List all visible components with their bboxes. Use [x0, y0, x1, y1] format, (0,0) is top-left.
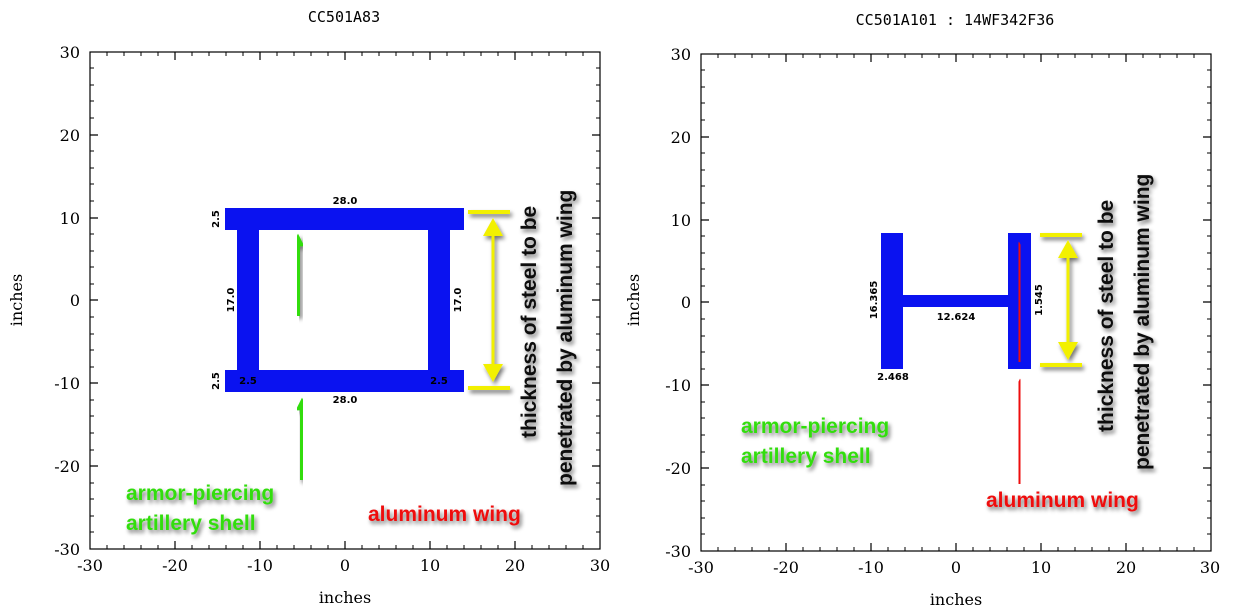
y-tick-label: -10	[665, 376, 691, 395]
y-tick-label: 20	[671, 128, 691, 147]
y-tick-label: 0	[70, 291, 80, 310]
shell-label-line1: armor-piercing	[741, 415, 889, 438]
thickness-arrowhead-up	[1058, 240, 1078, 258]
x-tick-label: 10	[1031, 558, 1051, 577]
thickness-label-line2: penetrated by aluminum wing	[1131, 174, 1154, 470]
left-flange	[881, 233, 903, 369]
web	[903, 295, 1008, 307]
y-axis-label: inches	[624, 274, 643, 326]
y-tick-label: -30	[54, 540, 80, 559]
top-flange	[225, 208, 464, 230]
x-tick-label: 20	[1116, 558, 1136, 577]
x-tick-label: 20	[505, 556, 525, 575]
dim-top-width: 28.0	[333, 196, 358, 207]
y-tick-label: 30	[60, 43, 80, 62]
dim-bottom-width: 28.0	[333, 395, 358, 406]
dim-right-web: 2.5	[430, 376, 448, 387]
shell-label-line2: artillery shell	[126, 512, 256, 535]
dim-flange-thickness: 2.468	[877, 372, 909, 383]
x-tick-label: 0	[340, 556, 350, 575]
dim-bottom-flange: 2.5	[211, 372, 222, 390]
dim-right-height: 17.0	[453, 288, 464, 313]
y-tick-label: 0	[681, 293, 691, 312]
thickness-label-line1: thickness of steel to be	[1095, 200, 1118, 432]
minor-ticks-right	[701, 54, 1211, 551]
thickness-label-line2: penetrated by aluminum wing	[554, 190, 577, 486]
dim-web-thickness: 1.545	[1034, 284, 1045, 316]
y-tick-label: -30	[665, 542, 691, 561]
x-tick-label: -10	[858, 558, 884, 577]
box-section	[225, 208, 464, 392]
y-tick-label: 10	[60, 209, 80, 228]
y-tick-label: -20	[665, 459, 691, 478]
y-tick-label: 20	[60, 126, 80, 145]
bottom-flange	[225, 370, 464, 392]
x-tick-label: 10	[420, 556, 440, 575]
thickness-arrowhead-down	[483, 364, 503, 382]
y-tick-label: 10	[671, 211, 691, 230]
major-ticks-left	[90, 52, 600, 549]
x-axis-label: inches	[319, 588, 371, 607]
dim-left-web: 2.5	[239, 376, 257, 387]
x-tick-label: -20	[162, 556, 188, 575]
y-tick-label: -10	[54, 374, 80, 393]
left-web	[237, 208, 259, 392]
x-axis-label: inches	[930, 590, 982, 609]
thickness-arrowhead-down	[1058, 342, 1078, 360]
y-axis-label: inches	[7, 274, 26, 326]
minor-ticks-left	[90, 52, 600, 549]
x-tick-label: -30	[688, 558, 714, 577]
thickness-arrowhead-up	[483, 218, 503, 236]
wing-arrows-right	[1012, 241, 1027, 484]
wing-label: aluminum wing	[986, 489, 1139, 512]
shell-label-line1: armor-piercing	[126, 482, 274, 505]
dim-top-flange: 2.5	[211, 210, 222, 228]
y-tick-label: 30	[671, 45, 691, 64]
shell-arrows-left	[291, 233, 309, 480]
panel-right-title: CC501A101 : 14WF342F36	[856, 11, 1055, 29]
x-tick-label: 30	[590, 556, 610, 575]
x-tick-label: 0	[951, 558, 961, 577]
panel-left: CC501A83 -30 -20 -10 0 10 20 30 30 20 10…	[7, 8, 610, 607]
panel-right: CC501A101 : 14WF342F36 -30 -20 -10 0 10 …	[624, 11, 1220, 609]
dim-left-height: 17.0	[226, 288, 237, 313]
wide-flange-section	[881, 233, 1031, 369]
thickness-indicator-right	[1040, 233, 1082, 367]
thickness-label-line1: thickness of steel to be	[518, 206, 541, 438]
major-ticks-right	[701, 54, 1211, 551]
wing-label: aluminum wing	[368, 503, 521, 526]
shell-label-line2: artillery shell	[741, 445, 871, 468]
thickness-indicator-left	[468, 210, 510, 390]
x-tick-label: -10	[247, 556, 273, 575]
dim-flange-height: 16.365	[869, 281, 880, 320]
x-tick-label: 30	[1200, 558, 1220, 577]
dim-web-width: 12.624	[937, 312, 976, 323]
x-tick-label: -30	[77, 556, 103, 575]
panel-left-title: CC501A83	[308, 8, 380, 26]
y-tick-label: -20	[54, 457, 80, 476]
x-tick-label: -20	[773, 558, 799, 577]
